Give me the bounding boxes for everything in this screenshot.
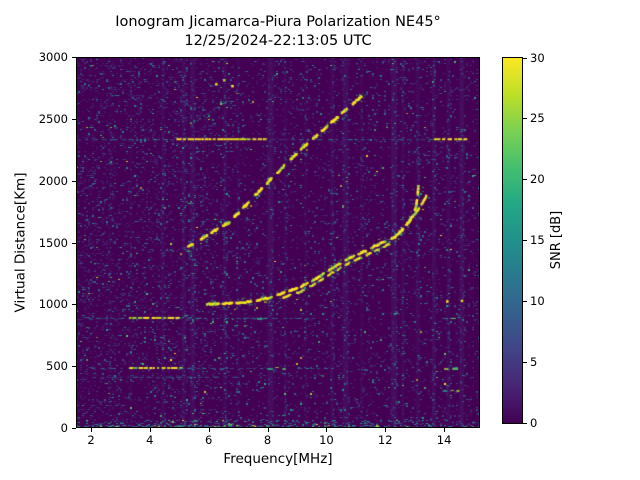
colorbar-tick-mark bbox=[523, 179, 527, 181]
y-tick-mark bbox=[72, 180, 76, 182]
plot-title: Ionogram Jicamarca-Piura Polarization NE… bbox=[76, 13, 480, 50]
y-tick-label: 0 bbox=[60, 421, 68, 435]
y-tick-label: 3000 bbox=[38, 50, 68, 64]
plot-title-line1: Ionogram Jicamarca-Piura Polarization NE… bbox=[115, 14, 441, 30]
x-tick-mark bbox=[444, 428, 446, 432]
colorbar-tick-label: 15 bbox=[530, 233, 545, 248]
ionogram-heatmap bbox=[76, 57, 480, 428]
colorbar-tick-mark bbox=[523, 362, 527, 364]
x-tick-label: 8 bbox=[263, 433, 272, 447]
x-tick-label: 10 bbox=[319, 433, 334, 447]
colorbar-tick-mark bbox=[523, 423, 527, 424]
x-tick-label: 4 bbox=[146, 433, 154, 447]
colorbar-tick-label: 10 bbox=[530, 294, 545, 309]
plot-title-line2: 12/25/2024-22:13:05 UTC bbox=[184, 32, 372, 49]
colorbar-tick-label: 30 bbox=[530, 50, 545, 65]
x-tick-mark bbox=[326, 428, 328, 432]
x-tick-mark bbox=[91, 428, 92, 432]
colorbar-label: SNR [dB] bbox=[549, 210, 564, 270]
y-tick-mark bbox=[72, 366, 76, 368]
y-axis-label: Virtual Distance[Km] bbox=[12, 172, 29, 313]
y-tick-mark bbox=[72, 304, 76, 306]
x-tick-mark bbox=[267, 428, 269, 432]
colorbar-gradient bbox=[502, 57, 523, 424]
colorbar-tick-label: 25 bbox=[530, 111, 545, 126]
x-axis-label: Frequency[MHz] bbox=[223, 451, 333, 467]
x-tick-label: 14 bbox=[436, 433, 452, 447]
y-tick-label: 2500 bbox=[38, 111, 68, 126]
colorbar-tick-label: 20 bbox=[530, 172, 545, 187]
colorbar-tick-label: 0 bbox=[530, 416, 538, 430]
y-tick-mark bbox=[72, 57, 76, 58]
x-tick-label: 12 bbox=[377, 433, 393, 447]
x-tick-label: 6 bbox=[205, 433, 213, 447]
colorbar-tick-label: 5 bbox=[530, 355, 538, 370]
x-tick-mark bbox=[208, 428, 210, 432]
x-tick-mark bbox=[385, 428, 387, 432]
x-tick-mark bbox=[149, 428, 151, 432]
y-tick-label: 1000 bbox=[38, 297, 68, 312]
y-tick-mark bbox=[72, 242, 76, 244]
y-tick-label: 1500 bbox=[38, 235, 68, 250]
colorbar-tick-mark bbox=[523, 57, 527, 59]
colorbar-tick-mark bbox=[523, 240, 527, 242]
y-tick-mark bbox=[72, 428, 76, 429]
y-tick-mark bbox=[72, 118, 76, 120]
x-tick-label: 2 bbox=[87, 433, 95, 447]
colorbar-tick-mark bbox=[523, 301, 527, 303]
colorbar-tick-mark bbox=[523, 118, 527, 120]
y-tick-label: 500 bbox=[46, 359, 68, 374]
y-tick-label: 2000 bbox=[38, 173, 68, 188]
